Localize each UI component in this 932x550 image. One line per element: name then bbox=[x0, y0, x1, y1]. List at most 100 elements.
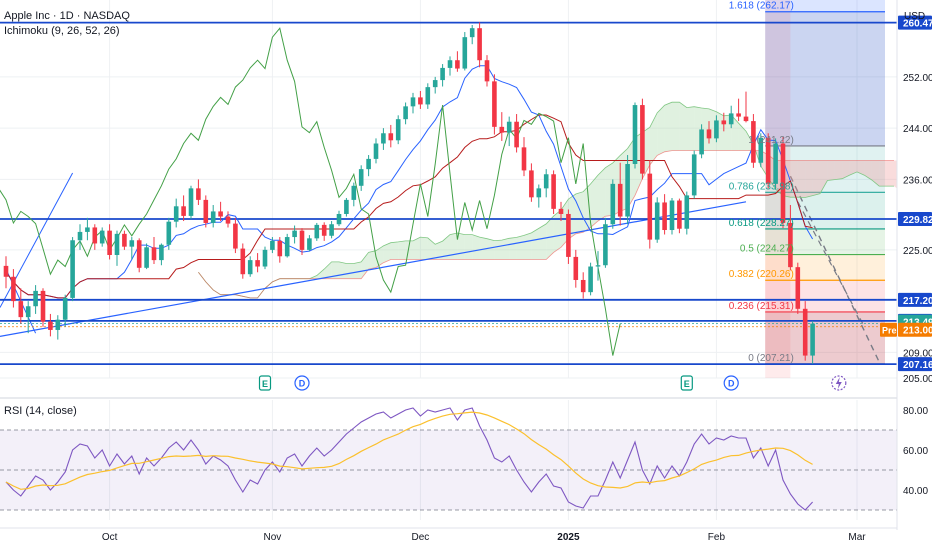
candle-body bbox=[691, 154, 697, 196]
fib-level-label: 0.786 (233.98) bbox=[729, 181, 794, 192]
candle-body bbox=[173, 206, 179, 222]
cloud-segment bbox=[649, 112, 658, 165]
premarket-tag-label: Pre bbox=[882, 326, 897, 336]
candle-body bbox=[640, 105, 645, 174]
cloud-segment bbox=[427, 237, 436, 260]
candle-body bbox=[395, 119, 401, 141]
candle-body bbox=[277, 240, 283, 257]
cloud-segment bbox=[368, 250, 376, 270]
candle-body bbox=[699, 129, 704, 155]
channel-line bbox=[0, 172, 74, 308]
horizontal-levels[interactable] bbox=[0, 21, 897, 366]
candle-body bbox=[292, 230, 297, 238]
price-badge-label: 213.00 bbox=[903, 326, 932, 337]
earnings-marker-label: E bbox=[262, 379, 268, 389]
candle-body bbox=[654, 202, 660, 240]
price-badge bbox=[898, 322, 932, 337]
rsi-line bbox=[5, 407, 814, 511]
cloud-segment bbox=[383, 242, 391, 263]
candle-body bbox=[62, 297, 68, 320]
rsi-tick-label: 60.00 bbox=[903, 446, 928, 457]
cloud-segment bbox=[494, 240, 502, 260]
rsi-ma-line bbox=[5, 411, 813, 490]
cloud-segment bbox=[538, 223, 547, 260]
candle-body bbox=[714, 120, 719, 139]
time-tick-label: Mar bbox=[848, 532, 866, 543]
price-tick-label: 236.00 bbox=[903, 175, 932, 186]
cloud-segment bbox=[339, 261, 347, 279]
candle-body bbox=[477, 28, 482, 61]
cloud-segment bbox=[827, 160, 835, 181]
candle-body bbox=[358, 169, 364, 186]
candle-body bbox=[92, 227, 98, 244]
earnings-marker-label: E bbox=[684, 379, 690, 389]
candle-body bbox=[529, 170, 534, 198]
cloud-segment bbox=[450, 233, 458, 260]
cloud-segment bbox=[420, 237, 428, 260]
cloud-segment bbox=[553, 209, 561, 253]
cloud-segment bbox=[805, 160, 813, 198]
price-tick-label: 252.00 bbox=[903, 73, 932, 84]
dividend-marker[interactable] bbox=[294, 375, 310, 391]
price-tick-label: 205.00 bbox=[903, 374, 932, 385]
price-tick-label: 244.00 bbox=[903, 124, 932, 135]
candle-body bbox=[610, 183, 616, 225]
candle-body bbox=[499, 126, 505, 133]
candle-body bbox=[403, 106, 408, 120]
candle-body bbox=[788, 222, 793, 268]
candle-body bbox=[514, 121, 519, 148]
candle-body bbox=[247, 260, 253, 275]
candle-body bbox=[144, 247, 149, 268]
time-tick-label: Feb bbox=[708, 532, 726, 543]
candle-body bbox=[595, 265, 601, 267]
earnings-marker[interactable] bbox=[680, 375, 693, 391]
cloud-segment bbox=[842, 160, 850, 179]
candle-body bbox=[721, 120, 727, 125]
candle-body bbox=[48, 321, 53, 330]
fib-level-label: 0.382 (220.26) bbox=[729, 269, 794, 280]
candle-body bbox=[188, 188, 194, 216]
cloud-segment bbox=[679, 102, 687, 151]
cloud-segment bbox=[857, 160, 865, 176]
candle-body bbox=[262, 249, 268, 267]
cloud-segment bbox=[361, 252, 369, 279]
candle-body bbox=[366, 158, 371, 170]
symbol-title: Apple Inc · 1D · NASDAQ bbox=[4, 10, 130, 22]
dividend-marker-label: D bbox=[299, 379, 306, 389]
candle-body bbox=[159, 244, 164, 261]
dividend-marker[interactable] bbox=[723, 375, 739, 391]
candle-body bbox=[210, 211, 216, 223]
cloud-segment bbox=[879, 160, 887, 187]
candle-body bbox=[588, 266, 593, 293]
cloud-segment bbox=[509, 237, 517, 260]
candles bbox=[3, 22, 815, 364]
cloud-segment bbox=[871, 160, 880, 187]
candle-body bbox=[11, 276, 16, 302]
candle-body bbox=[129, 240, 135, 247]
fib-level-label: 0.236 (215.31) bbox=[729, 301, 794, 312]
cloud-segment bbox=[686, 106, 695, 151]
cloud-segment bbox=[590, 175, 598, 228]
cloud-segment bbox=[413, 237, 421, 260]
fib-zone bbox=[765, 254, 885, 281]
cloud-segment bbox=[464, 234, 473, 260]
candle-body bbox=[469, 28, 475, 38]
candle-body bbox=[166, 221, 172, 245]
candle-body bbox=[99, 230, 105, 244]
candle-body bbox=[114, 233, 120, 255]
candle-body bbox=[743, 116, 749, 122]
dividend-marker-label: D bbox=[728, 379, 735, 389]
candle-body bbox=[18, 301, 24, 318]
candle-body bbox=[33, 290, 38, 307]
cloud-segment bbox=[738, 123, 746, 151]
earnings-marker[interactable] bbox=[258, 375, 272, 391]
candle-body bbox=[462, 37, 468, 69]
candle-body bbox=[410, 97, 416, 107]
candle-body bbox=[728, 113, 734, 125]
candle-body bbox=[25, 306, 31, 318]
rsi-legend: RSI (14, close) bbox=[4, 405, 77, 417]
cloud-segment bbox=[524, 232, 532, 260]
currency-label: USD bbox=[904, 11, 925, 22]
